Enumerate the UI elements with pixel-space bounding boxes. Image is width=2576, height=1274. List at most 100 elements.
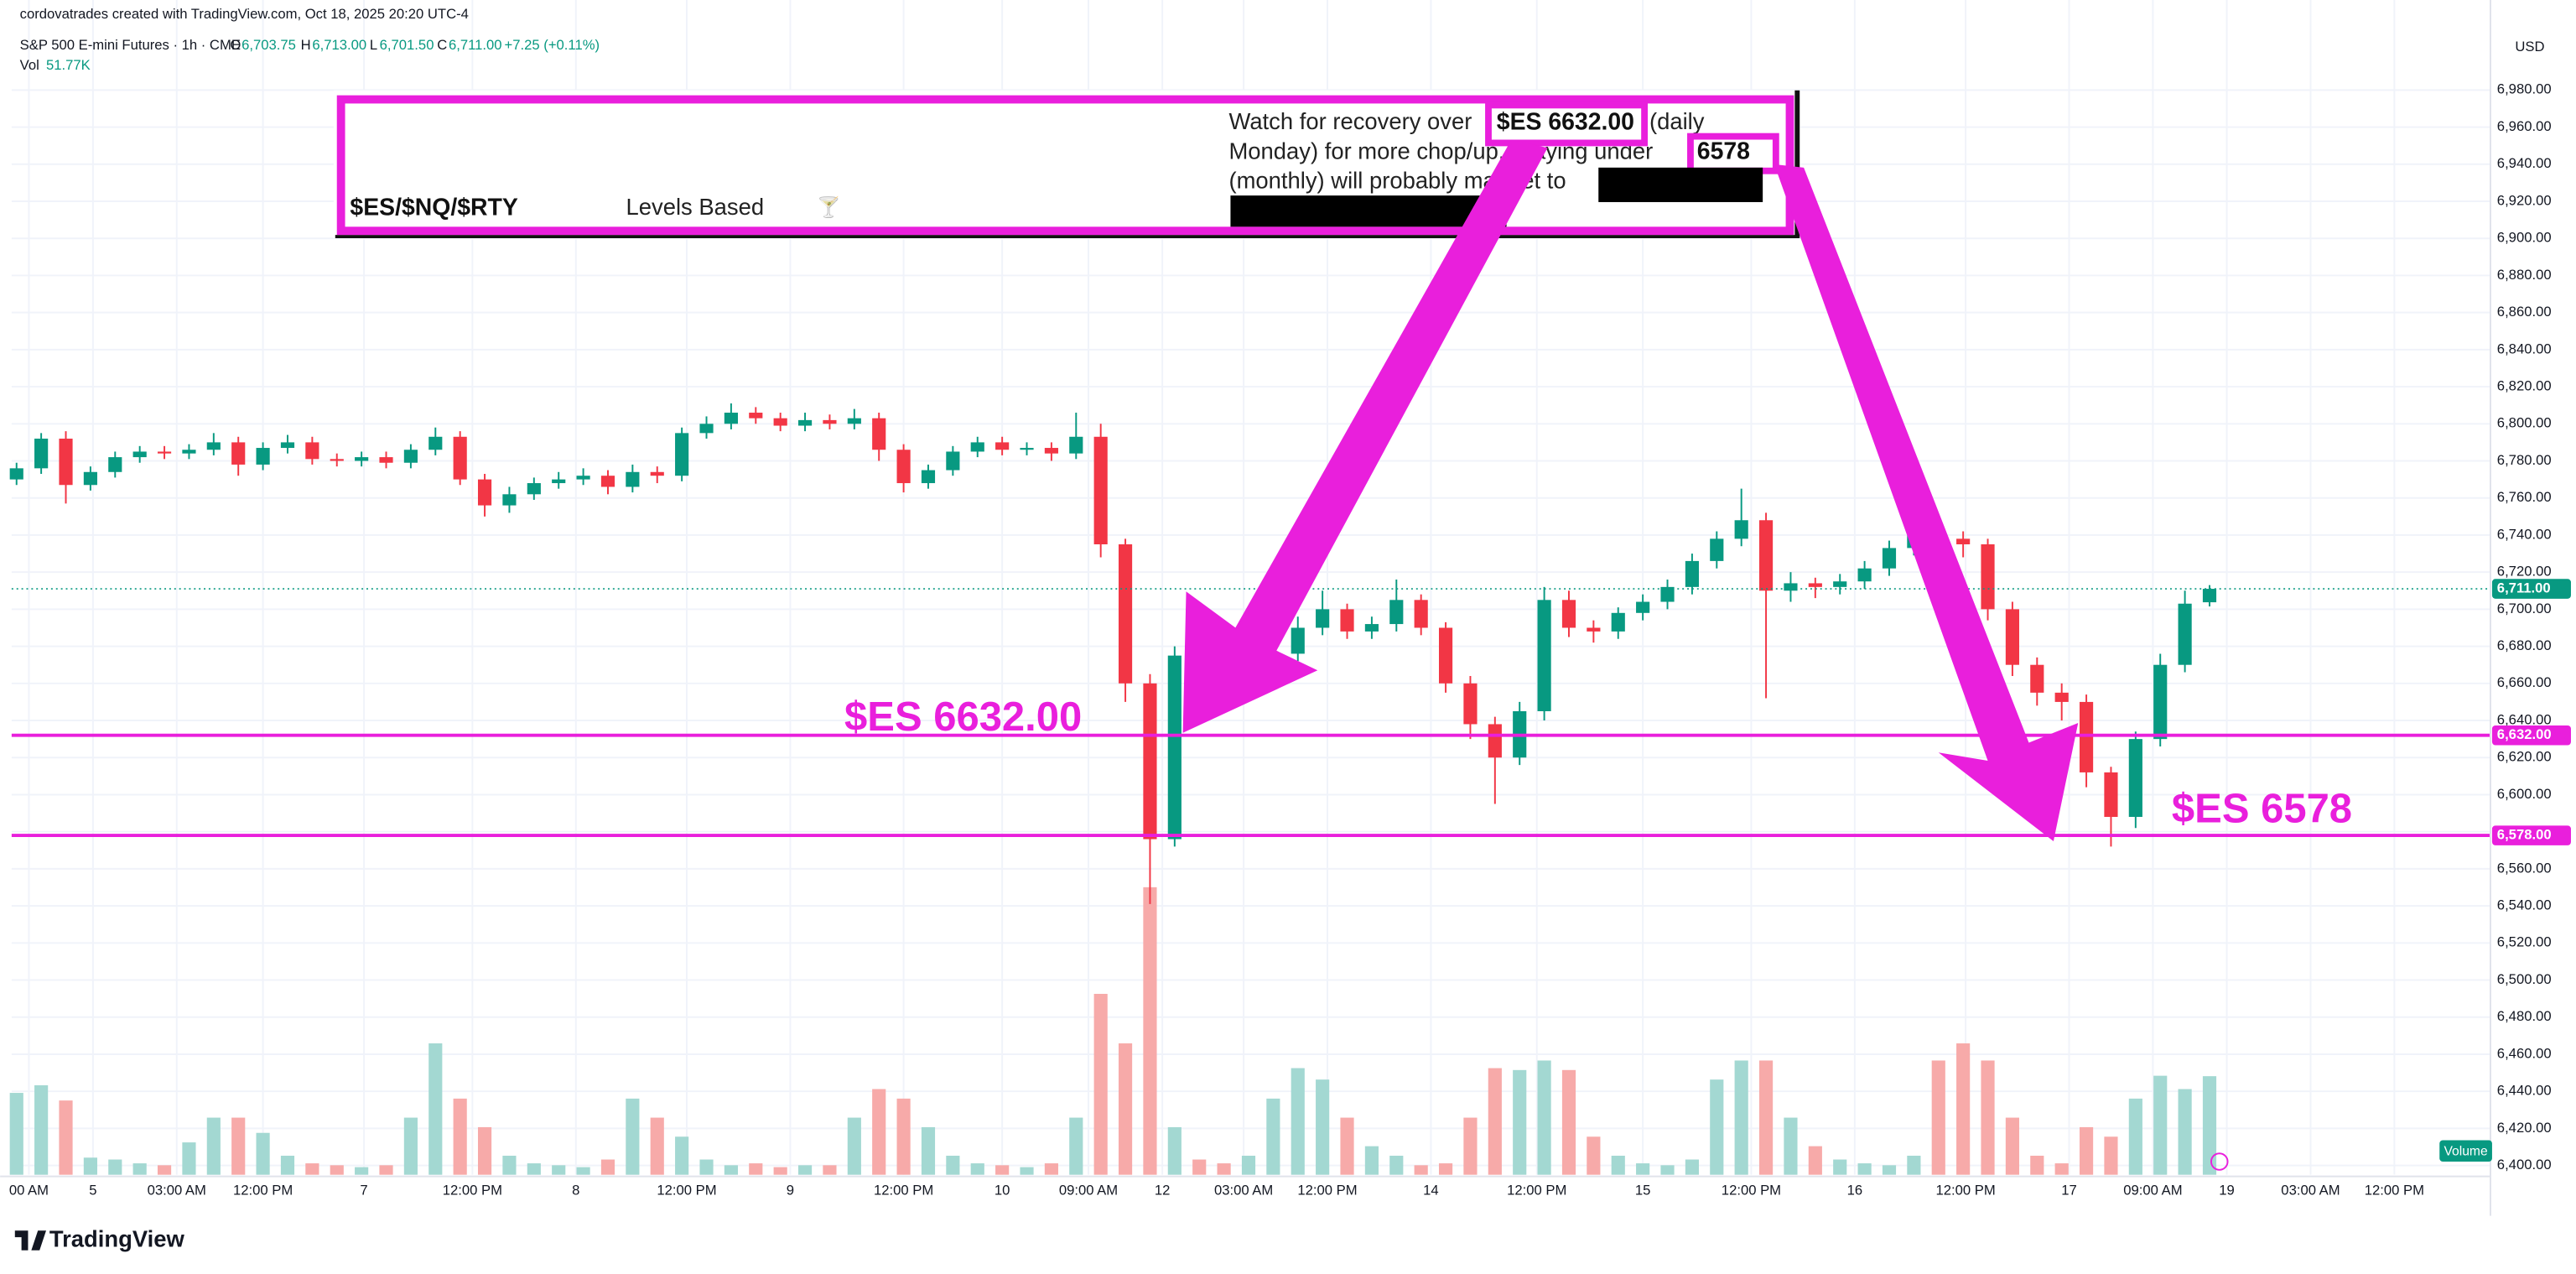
x-tick-label: 12:00 PM [233,1183,293,1199]
volume-bar [1907,1155,1921,1175]
volume-bar [1241,1155,1256,1175]
brand-logo [14,1230,47,1251]
volume-bar [1611,1155,1625,1175]
y-tick-label: 6,900.00 [2497,230,2552,246]
x-tick-label: 09:00 AM [2123,1183,2182,1199]
y-tick-label: 6,940.00 [2497,155,2552,171]
volume-bar [2030,1155,2044,1175]
y-tick-label: 6,980.00 [2497,81,2552,97]
volume-bar [1561,1069,1576,1175]
volume-bar [650,1117,664,1175]
candles [9,403,2217,904]
y-tick-label: 6,440.00 [2497,1083,2552,1099]
candle-body [675,433,689,476]
volume-pane [9,887,2217,1175]
x-tick-label: 19 [2219,1183,2235,1199]
grid [11,0,2490,1175]
y-tick-label: 6,780.00 [2497,452,2552,468]
candle-body [650,471,664,476]
icon [2210,1152,2229,1171]
volume-bar [231,1117,246,1175]
overlay-frame [336,95,1794,236]
candle-body [1587,627,1601,632]
volume-bar [1217,1163,1231,1175]
volume-bar [626,1098,640,1175]
x-tick-label: 16 [1847,1183,1863,1199]
candle-body [2104,772,2118,817]
x-tick-label: 17 [2061,1183,2077,1199]
volume-bar [403,1117,418,1175]
candle-body [502,494,517,506]
y-tick-label: 6,500.00 [2497,971,2552,987]
volume-bar [1118,1043,1133,1175]
volume-bar [1192,1159,1207,1175]
volume-bar [305,1163,319,1175]
high-value: 6,713.00 [312,37,366,53]
levels [11,588,2490,838]
volume-bar [1414,1165,1428,1175]
volume-bar [453,1098,467,1175]
open-label: O [230,37,241,53]
candle-body [2030,664,2044,693]
arrow [1774,164,2079,842]
candle-body [823,419,837,424]
volume-bar [1660,1165,1675,1175]
x-tick-label: 03:00 AM [148,1183,206,1199]
overlay-line1b: (daily [1649,108,1705,134]
overlay-card: $ES/$NQ/$RTY Levels Based 🍸 Watch for re… [333,90,1801,239]
volume-bar [1537,1060,1551,1175]
volume-bar [1758,1060,1774,1175]
x-tick-label: 03:00 AM [1214,1183,1273,1199]
y-tick-label: 6,840.00 [2497,341,2552,356]
volume-bar [2079,1126,2094,1175]
y-tick-label: 6,540.00 [2497,897,2552,913]
price-badge [2491,825,2571,845]
volume-badge-bg [2439,1140,2492,1162]
volume-bar [83,1157,97,1175]
y-tick-label: 6,860.00 [2497,304,2552,320]
x-tick-label: 09:00 AM [1059,1183,1118,1199]
candle-body [1488,724,1502,758]
volume-bar [157,1165,172,1175]
candle-body [108,457,122,472]
candle-body [59,438,73,486]
candle-body [552,479,566,484]
low-value: 6,701.50 [380,37,434,53]
candle-body [83,471,97,486]
candle-body [1636,601,1650,613]
volume-bar [1833,1159,1847,1175]
candle-body [231,442,246,465]
candle-body [1956,538,1971,545]
volume-bar [34,1084,49,1175]
volume-bar [1710,1079,1724,1175]
volume-bar [1389,1155,1404,1175]
volume-bar [1956,1043,1971,1175]
volume-bar [1587,1136,1601,1175]
candle-body [749,413,763,419]
candle-body [1685,560,1699,587]
candle-body [576,476,590,480]
redaction [1230,195,1507,227]
currency: USD [2515,39,2544,55]
candle-body [34,438,49,469]
candle-body [1291,627,1305,654]
candle-body [2054,692,2069,702]
y-tick-label: 6,600.00 [2497,786,2552,802]
candle-body [2153,664,2168,740]
volume-bar [2104,1136,2118,1175]
candle-body [1981,544,1995,610]
volume-bar [1340,1117,1354,1175]
x-tick-label: 15 [1635,1183,1651,1199]
volume-bar [330,1165,344,1175]
change-value: +7.25 (+0.11%) [505,37,600,53]
candle-body [995,442,1010,450]
candle-body [453,436,467,480]
price-badge-label: 6,711.00 [2497,580,2551,595]
volume-bar [699,1159,714,1175]
candle-body [379,457,393,463]
volume-bar [108,1159,122,1175]
volume-bar [1857,1163,1872,1175]
candle-body [1069,436,1083,454]
volume-bar [1143,887,1157,1175]
